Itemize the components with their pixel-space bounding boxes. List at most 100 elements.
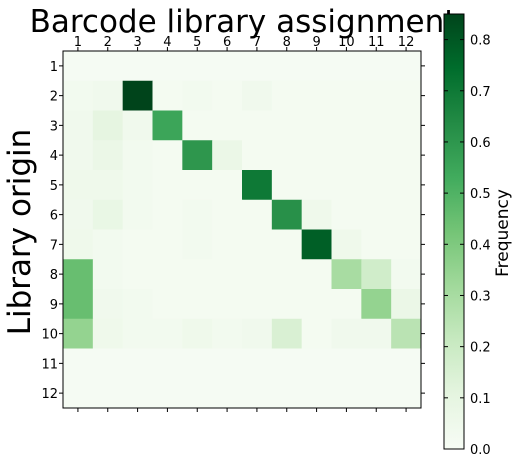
heatmap-cell-r3-c1 bbox=[63, 110, 94, 141]
heatmap-cell-r1-c8 bbox=[271, 51, 303, 82]
heatmap-cell-r5-c12 bbox=[391, 170, 422, 201]
colorbar-tick-label: 0.3 bbox=[470, 289, 491, 304]
heatmap-cell-r12-c4 bbox=[152, 378, 183, 409]
heatmap-cell-r8-c2 bbox=[92, 259, 124, 290]
heatmap-cell-r1-c7 bbox=[242, 51, 273, 82]
heatmap-cell-r5-c3 bbox=[122, 170, 153, 201]
heatmap-cell-r4-c5 bbox=[182, 140, 213, 171]
heatmap-cell-r8-c9 bbox=[301, 259, 332, 290]
heatmap-cell-r8-c10 bbox=[331, 259, 362, 290]
x-tick-label: 11 bbox=[368, 35, 385, 50]
x-tick-label: 2 bbox=[104, 35, 112, 50]
heatmap-cell-r4-c2 bbox=[92, 140, 124, 171]
heatmap-cell-r4-c4 bbox=[152, 140, 183, 171]
heatmap-cell-r10-c11 bbox=[361, 318, 392, 349]
heatmap-cell-r7-c5 bbox=[182, 229, 213, 260]
heatmap-cell-r11-c10 bbox=[331, 348, 362, 379]
heatmap-cell-r11-c1 bbox=[63, 348, 94, 379]
y-tick-label: 8 bbox=[50, 268, 58, 283]
heatmap-cell-r9-c7 bbox=[242, 289, 273, 320]
heatmap-cell-r12-c10 bbox=[331, 378, 362, 409]
heatmap-cell-r9-c12 bbox=[391, 289, 422, 320]
y-tick-label: 5 bbox=[50, 179, 58, 194]
heatmap-cell-r4-c6 bbox=[212, 140, 243, 171]
heatmap-cell-r5-c1 bbox=[63, 170, 94, 201]
heatmap-cell-r11-c5 bbox=[182, 348, 213, 379]
heatmap-cell-r1-c3 bbox=[122, 51, 153, 82]
heatmap-cell-r5-c6 bbox=[212, 170, 243, 201]
x-tick-label: 10 bbox=[338, 35, 355, 50]
y-axis-label: Library origin bbox=[2, 129, 38, 336]
heatmap-cell-r3-c6 bbox=[212, 110, 243, 141]
heatmap-cell-r3-c7 bbox=[242, 110, 273, 141]
heatmap-cell-r12-c3 bbox=[122, 378, 153, 409]
heatmap-cell-r11-c9 bbox=[301, 348, 332, 379]
heatmap-cell-r3-c4 bbox=[152, 110, 183, 141]
heatmap-cell-r9-c3 bbox=[122, 289, 153, 320]
heatmap-cell-r10-c9 bbox=[301, 318, 332, 349]
heatmap-cell-r3-c3 bbox=[122, 110, 153, 141]
x-tick-label: 3 bbox=[133, 35, 141, 50]
heatmap-cell-r12-c12 bbox=[391, 378, 422, 409]
heatmap-cell-r11-c8 bbox=[271, 348, 303, 379]
colorbar-label: Frequency bbox=[493, 189, 513, 277]
heatmap-cell-r3-c8 bbox=[271, 110, 303, 141]
heatmap-cell-r8-c6 bbox=[212, 259, 243, 290]
heatmap-cell-r9-c9 bbox=[301, 289, 332, 320]
heatmap-cell-r5-c7 bbox=[242, 170, 273, 201]
heatmap-cell-r1-c11 bbox=[361, 51, 392, 82]
heatmap-cell-r10-c2 bbox=[92, 318, 124, 349]
heatmap-cell-r8-c3 bbox=[122, 259, 153, 290]
heatmap-cell-r7-c7 bbox=[242, 229, 273, 260]
heatmap-cell-r8-c5 bbox=[182, 259, 213, 290]
heatmap-cell-r6-c10 bbox=[331, 199, 362, 230]
heatmap-cell-r10-c7 bbox=[242, 318, 273, 349]
heatmap-cell-r5-c5 bbox=[182, 170, 213, 201]
heatmap-cell-r2-c8 bbox=[271, 80, 303, 111]
x-tick-label: 1 bbox=[74, 35, 82, 50]
heatmap-cell-r1-c9 bbox=[301, 51, 332, 82]
heatmap-cell-r3-c5 bbox=[182, 110, 213, 141]
heatmap-cell-r11-c4 bbox=[152, 348, 183, 379]
heatmap-cell-r10-c4 bbox=[152, 318, 183, 349]
heatmap-cell-r3-c9 bbox=[301, 110, 332, 141]
heatmap-cell-r12-c8 bbox=[271, 378, 303, 409]
y-tick-label: 2 bbox=[50, 90, 58, 105]
heatmap-cell-r1-c12 bbox=[391, 51, 422, 82]
y-tick-label: 1 bbox=[50, 60, 58, 75]
heatmap-cell-r11-c11 bbox=[361, 348, 392, 379]
y-tick-label: 11 bbox=[41, 357, 58, 372]
heatmap-cell-r2-c4 bbox=[152, 80, 183, 111]
heatmap-cell-r9-c1 bbox=[63, 289, 94, 320]
heatmap-cell-r2-c12 bbox=[391, 80, 422, 111]
heatmap-cell-r5-c2 bbox=[92, 170, 124, 201]
colorbar-tick-label: 0.1 bbox=[470, 392, 491, 407]
x-tick-label: 9 bbox=[312, 35, 320, 50]
heatmap-cell-r4-c8 bbox=[271, 140, 303, 171]
heatmap-cell-r2-c3 bbox=[122, 80, 153, 111]
heatmap-cell-r7-c8 bbox=[271, 229, 303, 260]
heatmap-cell-r12-c6 bbox=[212, 378, 243, 409]
colorbar: 0.0 0.1 0.2 0.3 0.4 0.5 0.6 0.7 0.8 bbox=[443, 13, 491, 458]
heatmap-cell-r7-c3 bbox=[122, 229, 153, 260]
heatmap-cell-r10-c8 bbox=[271, 318, 303, 349]
heatmap-cell-r7-c9 bbox=[301, 229, 332, 260]
heatmap-cell-r6-c5 bbox=[182, 199, 213, 230]
heatmap-cell-r2-c5 bbox=[182, 80, 213, 111]
heatmap-cell-r5-c8 bbox=[271, 170, 303, 201]
heatmap-cell-r12-c9 bbox=[301, 378, 332, 409]
heatmap-cell-r6-c4 bbox=[152, 199, 183, 230]
heatmap-cell-r10-c6 bbox=[212, 318, 243, 349]
heatmap-cell-r1-c10 bbox=[331, 51, 362, 82]
heatmap-cell-r7-c1 bbox=[63, 229, 94, 260]
heatmap-cell-r9-c5 bbox=[182, 289, 213, 320]
heatmap-cell-r8-c4 bbox=[152, 259, 183, 290]
heatmap-cell-r11-c7 bbox=[242, 348, 273, 379]
heatmap-cells bbox=[63, 51, 422, 409]
heatmap-cell-r3-c10 bbox=[331, 110, 362, 141]
heatmap-cell-r7-c12 bbox=[391, 229, 422, 260]
heatmap-cell-r2-c1 bbox=[63, 80, 94, 111]
colorbar-tick-label: 0.4 bbox=[470, 238, 491, 253]
heatmap-cell-r6-c9 bbox=[301, 199, 332, 230]
